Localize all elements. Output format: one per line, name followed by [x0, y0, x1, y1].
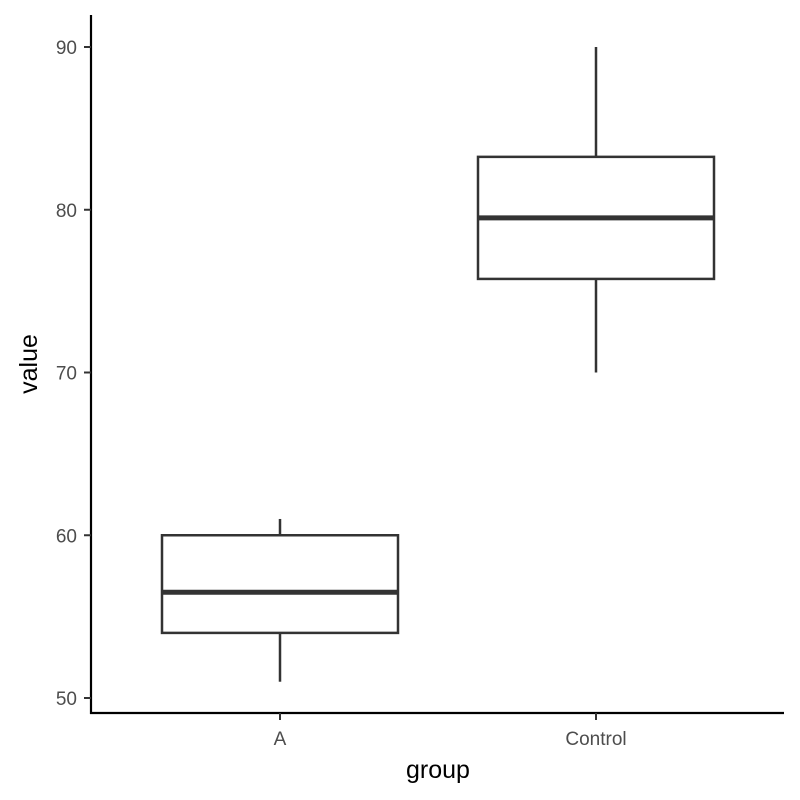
plot-area [160, 47, 716, 682]
x-tick-label-control: Control [565, 729, 626, 750]
x-axis: A Control [90, 711, 784, 750]
y-tick-label-60: 60 [56, 526, 77, 547]
y-axis: 50 60 70 80 90 [56, 15, 93, 714]
box-control [476, 47, 716, 373]
x-tick-label-a: A [274, 729, 287, 750]
box-a [160, 518, 400, 682]
box-iqr-a [160, 534, 400, 635]
y-tick-label-50: 50 [56, 689, 77, 710]
y-axis-title: value [15, 334, 43, 394]
x-axis-title: group [406, 756, 470, 784]
y-tick-label-90: 90 [56, 38, 77, 59]
y-tick-label-80: 80 [56, 201, 77, 222]
y-tick-label-70: 70 [56, 364, 77, 385]
